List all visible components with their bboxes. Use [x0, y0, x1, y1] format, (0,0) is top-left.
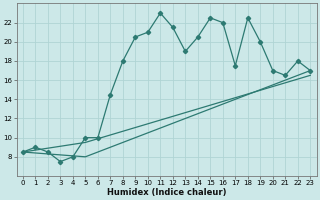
X-axis label: Humidex (Indice chaleur): Humidex (Indice chaleur): [107, 188, 226, 197]
